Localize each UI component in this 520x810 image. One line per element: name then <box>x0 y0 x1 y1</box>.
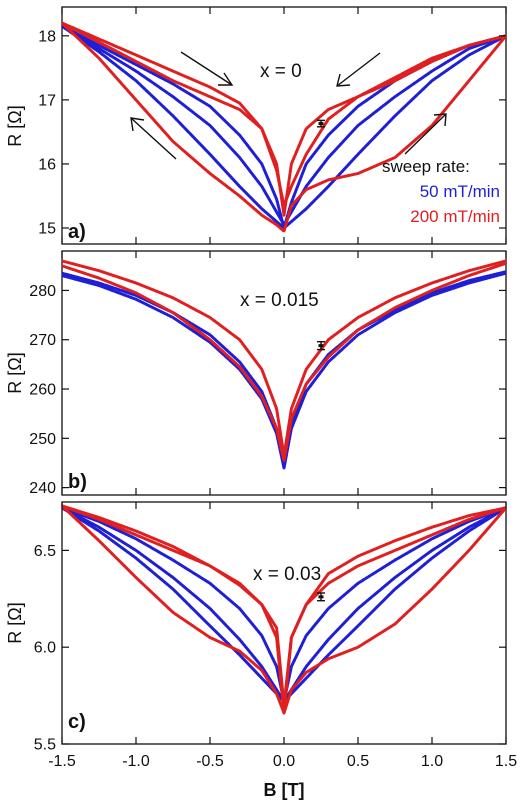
panel-c-xtick-label: -1.0 <box>122 753 150 770</box>
arrow-icon <box>336 52 381 87</box>
panel-b: 240 250 260 270 280 x = 0.015 b) R [Ω] <box>5 250 507 497</box>
panel-a-ytick-label: 17 <box>38 92 56 109</box>
panel-a-annotation: x = 0 <box>260 61 302 82</box>
panel-a-ylabel: R [Ω] <box>5 105 25 146</box>
panel-b-annotation: x = 0.015 <box>240 290 319 311</box>
panel-c-annotation: x = 0.03 <box>253 564 321 585</box>
panel-a-label: a) <box>68 221 86 243</box>
panel-a-error-bar <box>317 119 325 128</box>
legend-entry-50: 50 mT/min <box>420 182 500 201</box>
panel-a-series-3-line <box>62 21 506 217</box>
panel-b-ytick-label: 260 <box>29 382 56 399</box>
panel-a-series <box>62 21 506 233</box>
arrow-icon <box>130 117 177 160</box>
panel-c-series <box>62 504 506 715</box>
panel-c-ylabel: R [Ω] <box>5 602 25 643</box>
panel-a-ytick-label: 16 <box>38 156 56 173</box>
panel-c-ytick-label: 6.5 <box>34 543 56 560</box>
panel-b-ytick-label: 270 <box>29 332 56 349</box>
panel-b-label: b) <box>68 471 87 493</box>
panel-a-series-4-line <box>62 21 506 233</box>
arrow-icons <box>130 51 447 160</box>
panel-b-ylabel: R [Ω] <box>5 352 25 393</box>
arrow-icon <box>404 113 447 155</box>
panel-c-xtick-label: -1.5 <box>48 753 76 770</box>
legend-entry-200: 200 mT/min <box>410 207 500 226</box>
panel-c-series-4-line <box>62 504 506 715</box>
panel-c-error-bar-point <box>318 595 324 599</box>
panel-a-error-bar-point <box>318 122 324 126</box>
panel-a-ytick-label: 15 <box>38 220 56 237</box>
arrow-icon <box>218 72 234 86</box>
panel-c-xtick-label: 0.0 <box>273 753 295 770</box>
panel-a-ytick-label: 18 <box>38 28 56 45</box>
arrow-icon <box>433 113 447 127</box>
panel-c-error-bar <box>317 592 325 602</box>
panel-c-xlabel: B [T] <box>264 780 305 800</box>
panel-b-ytick-label: 240 <box>29 480 56 497</box>
panel-c-xtick-label: 0.5 <box>347 753 369 770</box>
panel-b-series-3-line <box>62 261 506 462</box>
panel-c-xtick-label: 1.0 <box>421 753 443 770</box>
legend-title: sweep rate: <box>382 157 470 176</box>
panel-a: 15 16 17 18 x = 0 sweep rate: 50 mT/min 200… <box>5 6 507 245</box>
panel-c-ticks: -1.5 -1.0 -0.5 0.0 0.5 1.0 1.5 5.5 6.0 6.5 <box>34 502 517 770</box>
panel-b-ticks: 240 250 260 270 280 <box>29 251 507 497</box>
panel-a-ticks: 15 16 17 18 <box>38 7 507 244</box>
panel-b-ytick-label: 250 <box>29 431 56 448</box>
panel-c-label: c) <box>68 711 86 733</box>
panel-b-error-bar <box>317 340 325 351</box>
arrow-icon <box>130 117 145 132</box>
panel-c-xtick-label: -0.5 <box>196 753 224 770</box>
panel-c-xtick-label: 1.5 <box>495 753 517 770</box>
panel-b-series <box>62 259 506 470</box>
panel-c-ytick-label: 6.0 <box>34 640 56 657</box>
panel-c-ytick-label: 5.5 <box>34 737 56 754</box>
arrow-icon <box>180 51 233 86</box>
arrow-icon <box>336 73 351 87</box>
panel-b-error-bar-point <box>318 344 324 348</box>
panel-b-series-1-line <box>62 270 506 470</box>
panel-c: -1.5 -1.0 -0.5 0.0 0.5 1.0 1.5 5.5 6.0 6.5 x = 0.… <box>5 501 517 800</box>
panel-b-ytick-label: 280 <box>29 283 56 300</box>
panel-c-series-5-line <box>62 504 506 707</box>
panel-a-series-5-line <box>62 21 506 208</box>
